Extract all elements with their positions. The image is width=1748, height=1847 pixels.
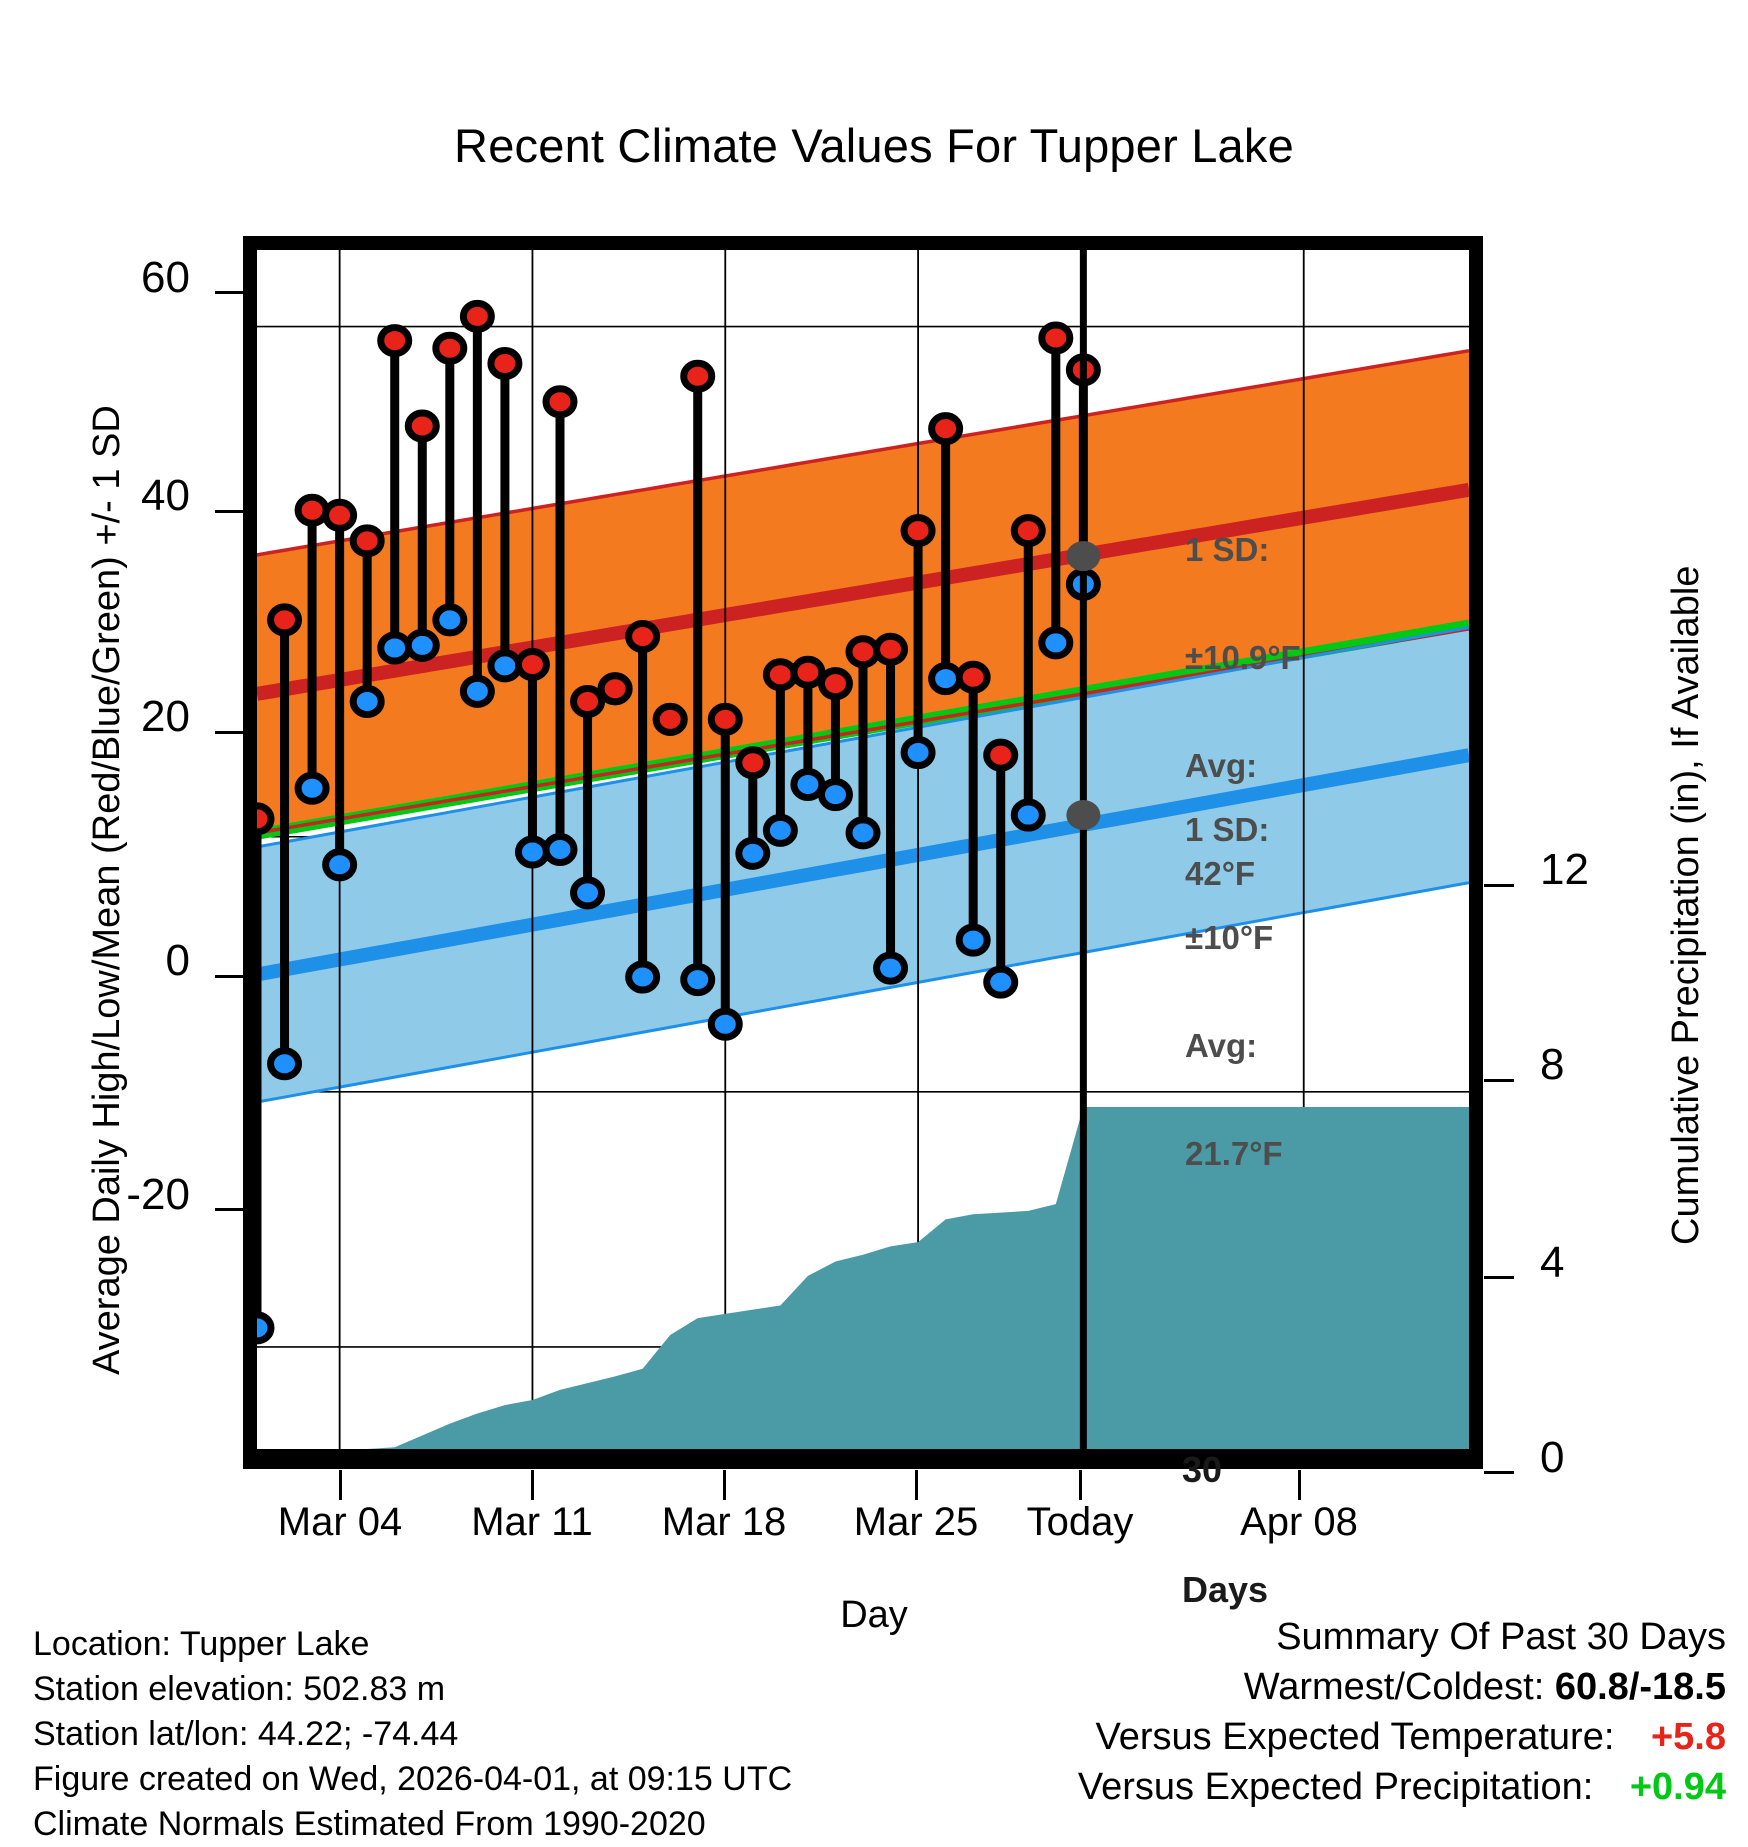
y-axis-label-right: Cumulative Precipitation (in), If Availa… bbox=[1665, 565, 1707, 1245]
summary-temp-row: Versus Expected Temperature: +5.8 bbox=[1078, 1712, 1726, 1762]
xtick-mark-2 bbox=[723, 1470, 726, 1500]
annotation-30-days: 30 Days bbox=[1182, 1370, 1268, 1650]
summary-heading: Summary Of Past 30 Days bbox=[1276, 1616, 1726, 1658]
xtick-label-1: Mar 11 bbox=[471, 1500, 593, 1544]
metadata-latlon: Station lat/lon: 44.22; -74.44 bbox=[33, 1715, 459, 1753]
ytick-mark-right-2 bbox=[1484, 1276, 1514, 1279]
xtick-label-2: Mar 18 bbox=[661, 1500, 787, 1544]
metadata-location: Location: Tupper Lake bbox=[33, 1625, 370, 1663]
ytick-right-2: 4 bbox=[1540, 1238, 1565, 1287]
summary-precip-row: Versus Expected Precipitation: +0.94 bbox=[1078, 1762, 1726, 1812]
annotation-low-avg-label: Avg: bbox=[1185, 1027, 1258, 1064]
annotation-days-word: Days bbox=[1182, 1569, 1269, 1610]
ytick-left-2: 20 bbox=[141, 692, 190, 741]
ytick-mark-left-4 bbox=[215, 1208, 245, 1211]
summary-temp-label: Versus Expected Temperature: bbox=[1095, 1716, 1615, 1758]
ytick-right-0: 12 bbox=[1540, 845, 1589, 894]
xtick-mark-1 bbox=[531, 1470, 534, 1500]
summary-block: Summary Of Past 30 Days Warmest/Coldest:… bbox=[1078, 1612, 1726, 1812]
ytick-mark-left-0 bbox=[215, 291, 245, 294]
climate-chart-svg bbox=[257, 250, 1469, 1449]
annotation-low-normals: 1 SD: ±10°F Avg: 21.7°F bbox=[1185, 740, 1283, 1208]
summary-warmest-coldest-value: 60.8/-18.5 bbox=[1554, 1666, 1726, 1708]
page-title: Recent Climate Values For Tupper Lake bbox=[454, 119, 1294, 172]
xtick-mark-5 bbox=[1298, 1470, 1301, 1500]
summary-warmest-coldest-label: Warmest/Coldest: bbox=[1243, 1666, 1545, 1708]
summary-temp-value: +5.8 bbox=[1650, 1716, 1726, 1758]
ytick-mark-left-2 bbox=[215, 731, 245, 734]
annotation-high-avg-value: 42°F bbox=[1185, 855, 1256, 892]
y-axis-label-left: Average Daily High/Low/Mean (Red/Blue/Gr… bbox=[86, 405, 128, 1375]
xtick-mark-0 bbox=[339, 1470, 342, 1500]
metadata-elevation: Station elevation: 502.83 m bbox=[33, 1670, 446, 1708]
xtick-label-0: Mar 04 bbox=[277, 1500, 403, 1544]
ytick-left-3: 0 bbox=[165, 936, 190, 985]
xtick-label-4: Today bbox=[1026, 1500, 1134, 1544]
ytick-left-4: -20 bbox=[126, 1170, 190, 1219]
summary-precip-value: +0.94 bbox=[1629, 1766, 1726, 1808]
ytick-left-0: 60 bbox=[141, 253, 190, 302]
summary-warmest-coldest-row: Warmest/Coldest: 60.8/-18.5 bbox=[1078, 1662, 1726, 1712]
metadata-normals: Climate Normals Estimated From 1990-2020 bbox=[33, 1805, 706, 1843]
ytick-right-1: 8 bbox=[1540, 1040, 1565, 1089]
xtick-label-3: Mar 25 bbox=[853, 1500, 979, 1544]
annotation-high-sd-label: 1 SD: bbox=[1185, 531, 1270, 568]
ytick-mark-right-0 bbox=[1484, 884, 1514, 887]
annotation-low-avg-value: 21.7°F bbox=[1185, 1135, 1283, 1172]
annotation-high-avg-label: Avg: bbox=[1185, 747, 1258, 784]
ytick-mark-right-1 bbox=[1484, 1079, 1514, 1082]
ytick-right-3: 0 bbox=[1540, 1433, 1565, 1482]
summary-precip-label: Versus Expected Precipitation: bbox=[1077, 1766, 1594, 1808]
plot-area[interactable] bbox=[257, 250, 1469, 1449]
annotation-high-sd-value: ±10.9°F bbox=[1185, 639, 1301, 676]
xtick-mark-3 bbox=[915, 1470, 918, 1500]
ytick-mark-right-3 bbox=[1484, 1471, 1514, 1474]
annotation-low-sd-value: ±10°F bbox=[1185, 919, 1274, 956]
metadata-created: Figure created on Wed, 2026-04-01, at 09… bbox=[33, 1760, 793, 1798]
annotation-high-normals: 1 SD: ±10.9°F Avg: 42°F bbox=[1185, 460, 1301, 928]
metadata-block: Location: Tupper Lake Station elevation:… bbox=[33, 1622, 792, 1847]
ytick-mark-left-1 bbox=[215, 510, 245, 513]
xtick-mark-4 bbox=[1079, 1470, 1082, 1500]
plot-frame bbox=[243, 236, 1483, 1469]
ytick-left-1: 40 bbox=[141, 471, 190, 520]
annotation-low-sd-label: 1 SD: bbox=[1185, 811, 1270, 848]
annotation-days-count: 30 bbox=[1182, 1449, 1223, 1490]
ytick-mark-left-3 bbox=[215, 975, 245, 978]
xtick-label-5: Apr 08 bbox=[1240, 1500, 1358, 1544]
x-axis-label: Day bbox=[840, 1594, 908, 1636]
